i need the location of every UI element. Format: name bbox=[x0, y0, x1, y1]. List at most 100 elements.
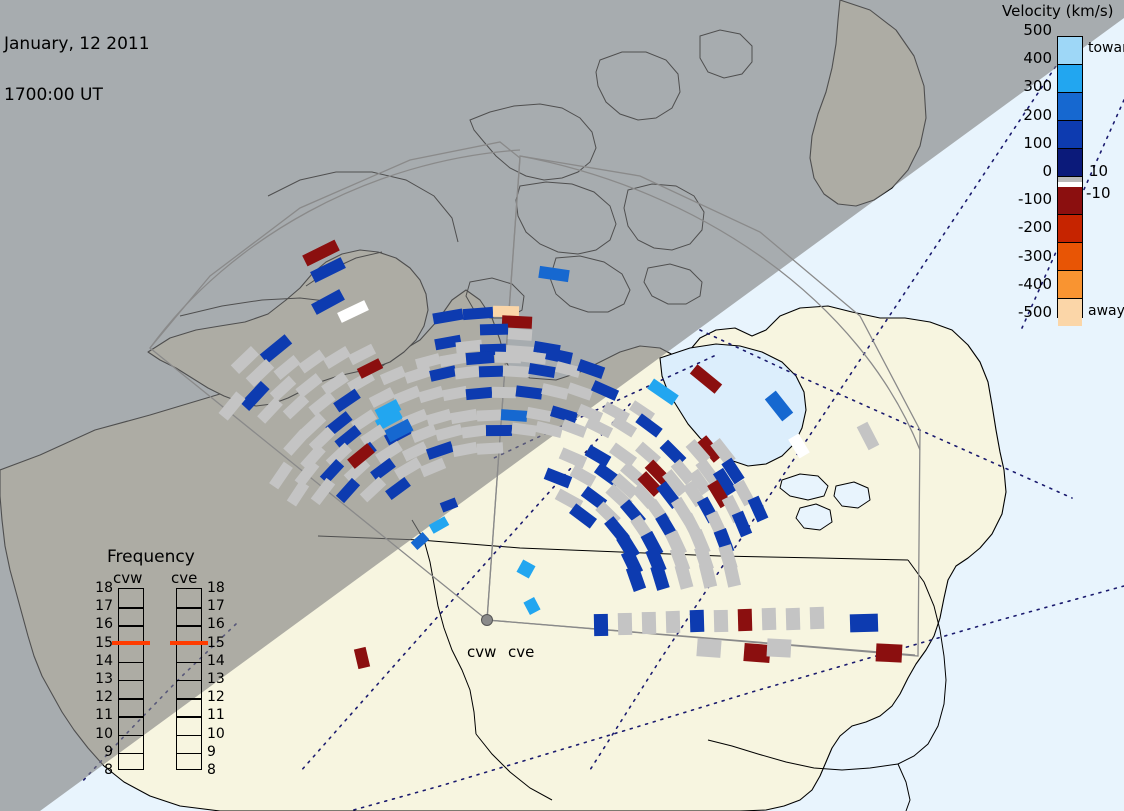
radar-cell bbox=[628, 400, 656, 423]
radar-cell bbox=[414, 353, 442, 370]
radar-cell bbox=[452, 441, 478, 458]
radar-cell bbox=[311, 289, 345, 315]
radar-cell bbox=[689, 609, 705, 633]
radar-cell bbox=[428, 516, 450, 534]
radar-cell bbox=[465, 350, 495, 366]
radar-cell bbox=[323, 346, 351, 369]
radar-cell bbox=[849, 613, 879, 633]
radar-cell bbox=[688, 468, 712, 496]
radar-cell bbox=[682, 480, 706, 508]
radar-cell bbox=[310, 477, 336, 506]
radar-cell bbox=[523, 597, 541, 615]
radar-cell bbox=[526, 406, 552, 423]
radar-cell bbox=[569, 464, 597, 488]
radar-cell bbox=[319, 458, 345, 485]
radar-cell bbox=[347, 343, 377, 366]
radar-cell bbox=[374, 399, 402, 421]
radar-cell bbox=[429, 365, 457, 382]
radar-cell bbox=[350, 409, 378, 432]
radar-cell bbox=[731, 510, 753, 538]
radar-cell bbox=[710, 438, 736, 466]
radar-cell bbox=[347, 443, 375, 469]
radar-cell bbox=[455, 339, 483, 354]
radar-cell bbox=[353, 646, 371, 670]
radar-cell bbox=[541, 383, 569, 400]
radar-cell bbox=[375, 440, 403, 465]
radar-cell bbox=[325, 411, 353, 436]
radar-cell bbox=[257, 397, 283, 424]
radar-cell bbox=[560, 419, 588, 438]
radar-cell bbox=[558, 447, 588, 469]
radar-cell bbox=[302, 239, 340, 267]
radar-cell bbox=[723, 561, 741, 588]
radar-cell bbox=[516, 559, 536, 579]
radar-cell bbox=[439, 351, 467, 368]
radar-cell bbox=[662, 469, 688, 497]
radar-cell bbox=[519, 350, 547, 365]
radar-cell bbox=[665, 610, 681, 634]
radar-cell bbox=[766, 638, 792, 658]
radar-cell bbox=[333, 388, 361, 413]
radar-cell bbox=[593, 613, 609, 637]
radar-cell bbox=[321, 371, 349, 396]
radar-cell bbox=[300, 444, 326, 471]
timestamp-time: 1700:00 UT bbox=[4, 85, 103, 105]
radar-cell bbox=[425, 441, 455, 460]
radar-cell bbox=[670, 458, 696, 486]
radar-cell bbox=[442, 385, 468, 402]
radar-cell bbox=[374, 408, 404, 431]
radar-cell bbox=[637, 471, 663, 497]
great-lakes bbox=[779, 473, 871, 531]
radar-cell bbox=[761, 607, 777, 631]
radar-cell bbox=[712, 467, 738, 497]
radar-cell bbox=[721, 457, 745, 485]
radar-cell bbox=[337, 300, 369, 323]
radar-cell bbox=[384, 418, 414, 443]
radar-cell bbox=[685, 439, 711, 465]
radar-cell bbox=[454, 365, 480, 380]
radar-cell bbox=[856, 421, 880, 451]
fov-outline-cve bbox=[486, 155, 921, 657]
radar-cell bbox=[286, 480, 310, 507]
radar-cell bbox=[435, 423, 463, 442]
radar-cell bbox=[747, 495, 769, 523]
radar-cell bbox=[764, 390, 794, 422]
radar-fov-outline-group bbox=[149, 141, 921, 657]
radar-cell bbox=[875, 643, 903, 663]
radar-cell bbox=[601, 401, 631, 424]
radar-cell bbox=[569, 503, 597, 529]
radar-cell bbox=[218, 391, 246, 421]
radar-cell bbox=[465, 386, 493, 401]
radar-cell bbox=[535, 421, 563, 438]
radar-cell bbox=[294, 459, 320, 488]
radar-cell bbox=[566, 382, 594, 401]
radar-cell bbox=[713, 609, 729, 633]
radar-cell bbox=[545, 347, 573, 365]
radar-cell bbox=[528, 362, 556, 379]
radar-cell bbox=[478, 365, 504, 378]
radar-cell bbox=[394, 457, 422, 480]
radar-cell bbox=[650, 564, 670, 591]
radar-cell bbox=[461, 424, 487, 439]
radar-cell bbox=[743, 643, 771, 663]
radar-cell bbox=[617, 612, 633, 636]
radar-cell bbox=[308, 391, 336, 416]
radar-cell bbox=[502, 365, 530, 378]
radar-cell bbox=[737, 608, 753, 632]
radar-cell bbox=[515, 385, 543, 400]
radar-cell bbox=[240, 380, 270, 412]
radar-cell-group bbox=[218, 239, 903, 670]
radar-cell bbox=[674, 563, 694, 590]
radar-cell bbox=[269, 461, 293, 490]
radar-cell bbox=[788, 433, 810, 459]
geomagnetic-grid bbox=[79, 59, 1124, 811]
radar-cell bbox=[631, 483, 657, 509]
radar-cell bbox=[282, 393, 310, 420]
fov-outline-cvw bbox=[149, 141, 521, 622]
radar-cell bbox=[425, 408, 453, 427]
radar-cell bbox=[410, 424, 438, 443]
timestamp-block: January, 12 2011 1700:00 UT bbox=[4, 2, 150, 138]
radar-cell bbox=[543, 467, 573, 489]
